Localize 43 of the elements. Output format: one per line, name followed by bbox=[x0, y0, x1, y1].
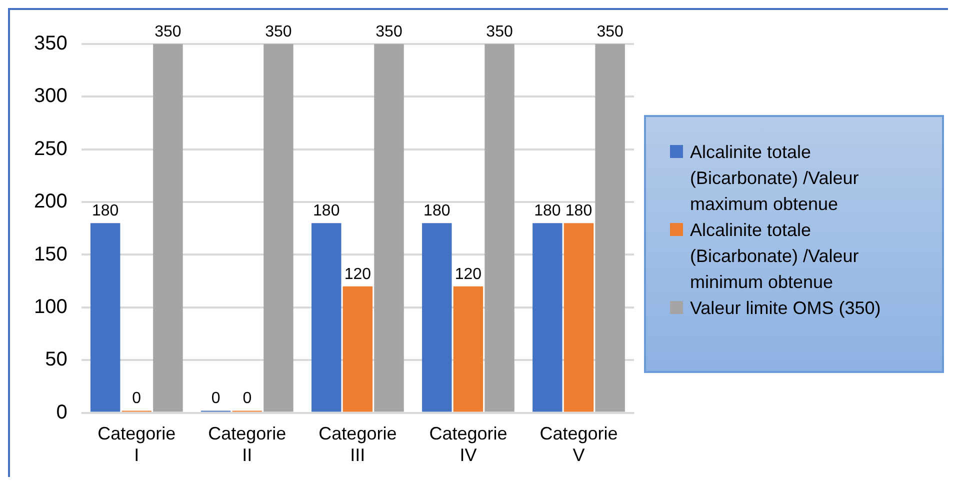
y-tick-label: 100 bbox=[34, 295, 68, 318]
bar bbox=[595, 44, 625, 412]
x-tick-label: Categorie IV bbox=[429, 423, 508, 465]
y-tick-label: 350 bbox=[34, 32, 68, 54]
data-label: 350 bbox=[265, 22, 292, 40]
legend-label: Alcalinite totale (Bicarbonate) /Valeur maximum obtenue bbox=[690, 140, 860, 216]
bar bbox=[422, 222, 452, 412]
data-label: 0 bbox=[211, 390, 220, 407]
data-label: 350 bbox=[596, 22, 624, 40]
data-label: 0 bbox=[242, 390, 252, 407]
legend-label: Alcalinite totale (Bicarbonate) /Valeur minimum obtenue bbox=[690, 218, 860, 294]
y-tick-label: 250 bbox=[34, 137, 68, 160]
y-tick-label: 50 bbox=[45, 348, 68, 370]
data-label: 180 bbox=[313, 202, 340, 220]
x-tick-label: Categorie II bbox=[208, 423, 286, 465]
y-tick-label: 0 bbox=[56, 400, 68, 423]
data-label: 350 bbox=[376, 22, 402, 40]
data-label: 180 bbox=[565, 202, 592, 220]
data-label: 350 bbox=[154, 22, 182, 40]
bar bbox=[374, 44, 404, 412]
data-label: 180 bbox=[92, 202, 119, 220]
data-label: 350 bbox=[486, 22, 513, 40]
data-label: 180 bbox=[534, 202, 561, 220]
y-tick-label: 150 bbox=[34, 242, 68, 265]
bar bbox=[564, 222, 594, 412]
data-label: 0 bbox=[132, 390, 142, 407]
bar bbox=[153, 44, 183, 412]
y-tick-label: 200 bbox=[34, 190, 68, 212]
bar bbox=[264, 44, 294, 412]
bar bbox=[342, 286, 373, 412]
data-label: 120 bbox=[454, 265, 482, 282]
data-label: 120 bbox=[344, 265, 372, 282]
bar bbox=[484, 44, 514, 412]
x-tick-label: Categorie I bbox=[98, 423, 176, 465]
x-tick-label: Categorie V bbox=[540, 423, 618, 465]
bar bbox=[90, 222, 120, 412]
bar bbox=[311, 222, 342, 412]
x-tick-label: Categorie III bbox=[318, 423, 397, 465]
y-tick-label: 300 bbox=[34, 84, 68, 107]
legend-label: Valeur limite OMS (350) bbox=[690, 296, 882, 320]
bar bbox=[453, 286, 484, 412]
bar bbox=[532, 222, 562, 412]
data-label: 180 bbox=[424, 202, 450, 220]
